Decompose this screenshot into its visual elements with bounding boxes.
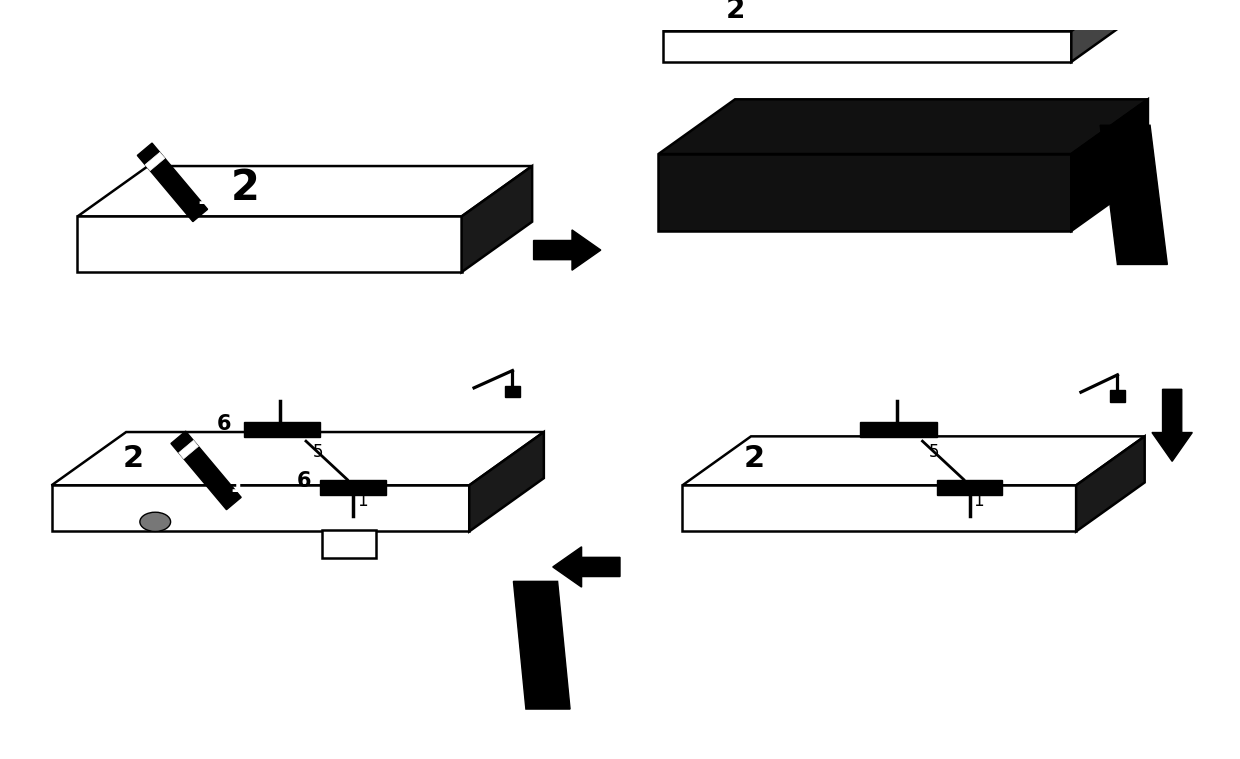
Text: 1: 1 <box>229 476 246 496</box>
Text: 5: 5 <box>929 442 940 461</box>
Text: 6: 6 <box>296 471 311 491</box>
Polygon shape <box>682 436 1145 485</box>
Polygon shape <box>663 0 1145 31</box>
Polygon shape <box>320 480 386 495</box>
Text: 2: 2 <box>231 167 260 209</box>
Polygon shape <box>77 216 461 272</box>
Polygon shape <box>663 31 1071 61</box>
Polygon shape <box>682 485 1076 531</box>
Polygon shape <box>171 431 242 510</box>
Text: 1: 1 <box>357 493 367 511</box>
Polygon shape <box>322 530 376 559</box>
Text: 2: 2 <box>744 444 765 473</box>
Polygon shape <box>905 6 962 24</box>
Polygon shape <box>1100 125 1167 264</box>
Polygon shape <box>505 386 520 398</box>
Text: 1: 1 <box>973 493 985 511</box>
Polygon shape <box>1076 436 1145 531</box>
Polygon shape <box>1071 0 1145 61</box>
Text: 2: 2 <box>123 444 144 473</box>
Text: 6: 6 <box>217 414 231 433</box>
Polygon shape <box>52 432 544 485</box>
FancyArrow shape <box>553 546 620 587</box>
Polygon shape <box>461 166 532 272</box>
Ellipse shape <box>140 512 171 531</box>
FancyArrow shape <box>1152 389 1193 461</box>
Polygon shape <box>513 581 570 709</box>
Polygon shape <box>179 440 198 458</box>
Polygon shape <box>469 432 544 531</box>
Polygon shape <box>1110 390 1125 402</box>
FancyArrow shape <box>533 230 601 270</box>
Text: 5: 5 <box>312 442 324 461</box>
Polygon shape <box>1071 99 1148 231</box>
Polygon shape <box>937 480 1002 495</box>
Polygon shape <box>243 422 320 437</box>
Polygon shape <box>52 485 469 531</box>
Polygon shape <box>861 422 937 437</box>
Polygon shape <box>658 99 1148 154</box>
Text: 1: 1 <box>196 188 212 208</box>
Polygon shape <box>145 153 165 171</box>
Polygon shape <box>138 143 207 222</box>
Polygon shape <box>77 166 532 216</box>
Text: 2: 2 <box>725 0 745 24</box>
Polygon shape <box>905 0 997 24</box>
Polygon shape <box>658 154 1071 231</box>
